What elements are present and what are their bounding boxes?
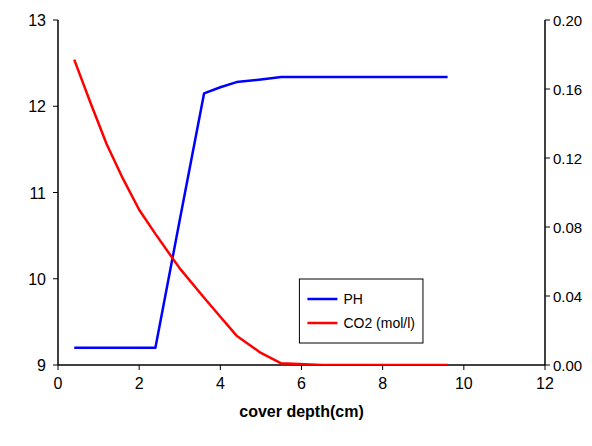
x-tick-label: 2	[135, 375, 144, 392]
chart: 0 2 4 6 8 10 12 9 10 11 12 13 0.00 0.04 0.08 0.12 0.16 0.…	[0, 0, 592, 446]
legend-box	[299, 279, 423, 343]
y2-tick	[545, 89, 550, 90]
x-axis-title: cover depth(cm)	[239, 403, 363, 420]
series-line	[74, 60, 447, 365]
y-tick	[53, 192, 58, 193]
series-lines	[74, 60, 447, 365]
x-tick-label: 10	[455, 375, 473, 392]
x-tick-label: 4	[216, 375, 225, 392]
y2-tick-label: 0.12	[553, 150, 582, 167]
x-tick	[139, 365, 140, 370]
y-tick	[53, 106, 58, 107]
x-tick	[545, 365, 546, 370]
y2-tick	[545, 20, 550, 21]
y2-tick-label: 0.16	[553, 81, 582, 98]
x-tick-label: 6	[297, 375, 306, 392]
y2-tick-label: 0.08	[553, 219, 582, 236]
y-tick	[53, 20, 58, 21]
x-tick-label: 0	[54, 375, 63, 392]
x-tick	[58, 365, 59, 370]
y2-tick-label: 0.04	[553, 288, 582, 305]
y2-tick-label: 0.20	[553, 12, 582, 29]
legend-label: CO2 (mol/l)	[343, 315, 415, 331]
y-tick-label: 10	[28, 271, 46, 288]
x-tick	[382, 365, 383, 370]
y-tick-label: 12	[28, 98, 46, 115]
background	[0, 0, 592, 446]
axes: 0 2 4 6 8 10 12 9 10 11 12 13 0.00 0.04 0.08 0.12 0.16 0.…	[28, 12, 582, 392]
series-line	[74, 77, 447, 348]
y2-tick	[545, 227, 550, 228]
y2-tick	[545, 158, 550, 159]
y2-tick-label: 0.00	[553, 357, 582, 374]
y-tick	[53, 365, 58, 366]
y-tick-label: 13	[28, 12, 46, 29]
x-tick	[220, 365, 221, 370]
y2-axis	[544, 20, 546, 365]
legend: PH CO2 (mol/l)	[299, 279, 423, 343]
x-tick	[463, 365, 464, 370]
y-tick	[53, 278, 58, 279]
y-tick-label: 9	[37, 357, 46, 374]
x-tick	[301, 365, 302, 370]
x-tick-label: 12	[536, 375, 554, 392]
legend-label: PH	[343, 291, 362, 307]
y2-tick	[545, 365, 550, 366]
legend-swatch	[307, 322, 337, 325]
y2-tick	[545, 296, 550, 297]
y-tick-label: 11	[29, 185, 46, 202]
x-tick-label: 8	[378, 375, 387, 392]
legend-swatch	[307, 298, 337, 301]
